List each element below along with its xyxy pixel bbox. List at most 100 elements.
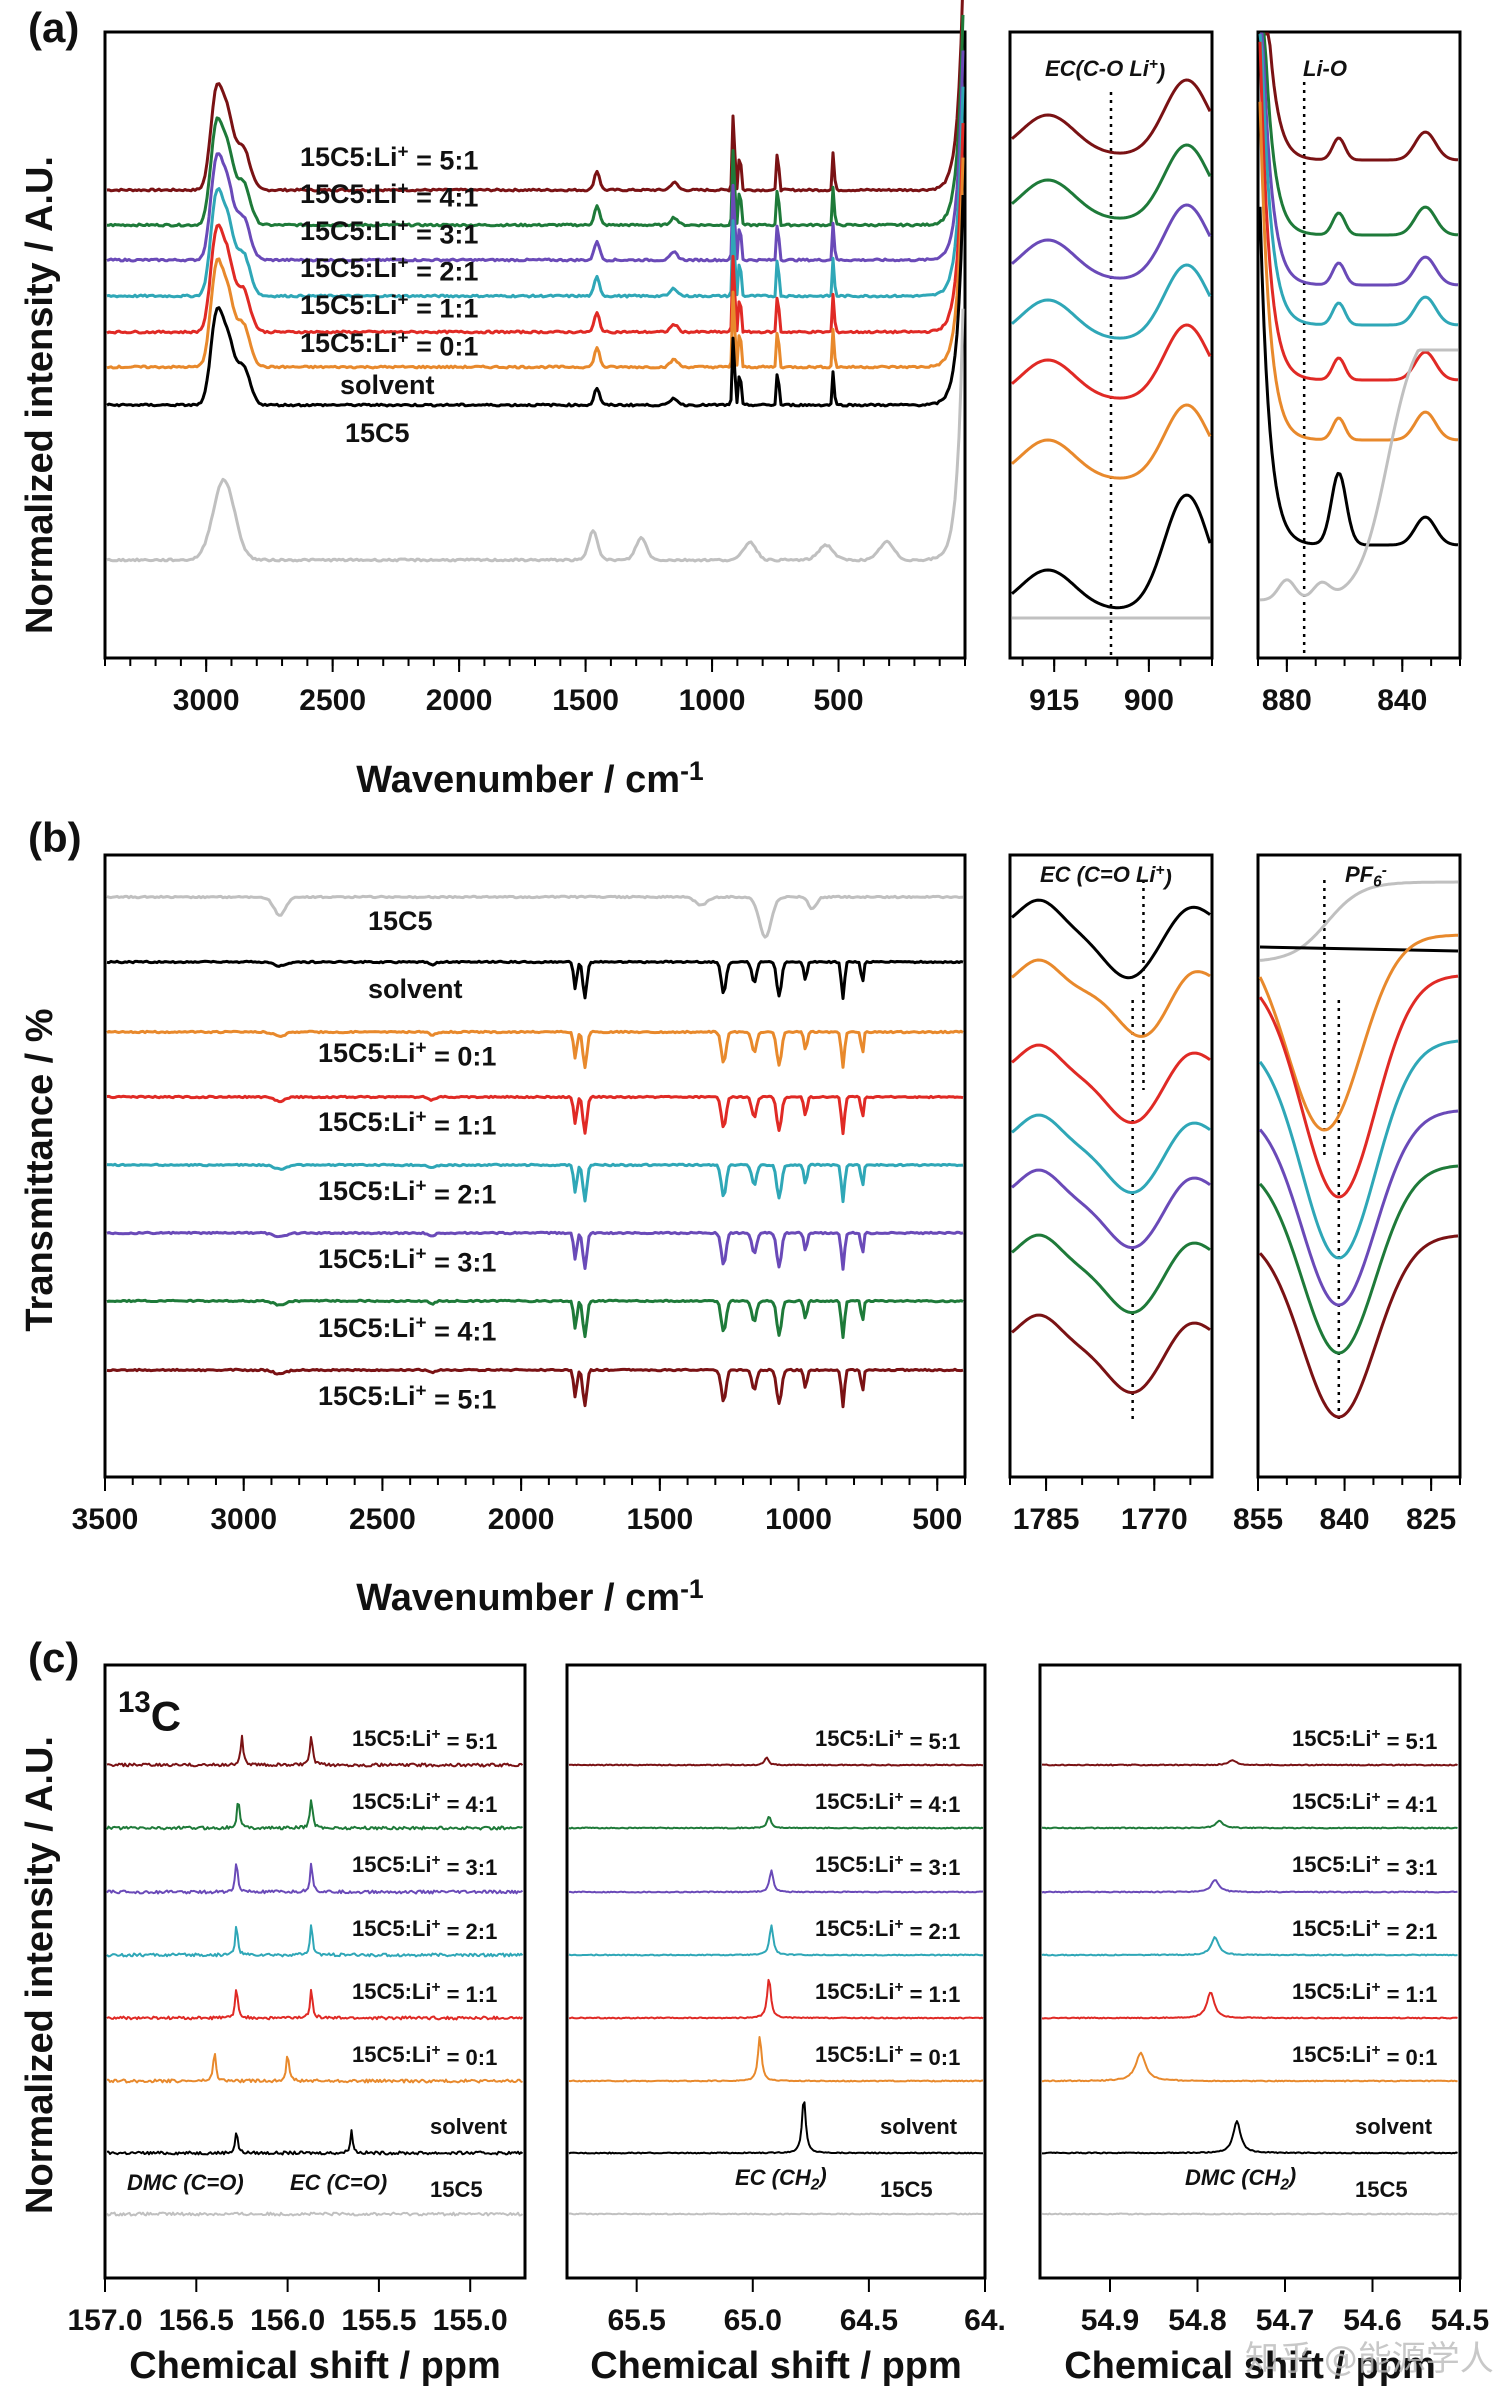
panel-b-zoom2-annotation-part-0: PF bbox=[1345, 862, 1374, 887]
panel-a-label-5-1-part-2: = 5:1 bbox=[409, 146, 479, 176]
panel-c-label-0-3-1-part-0: 15C5:Li bbox=[352, 1852, 431, 1877]
frames bbox=[103, 30, 1462, 2292]
panel-c-label-2-5-1: 15C5:Li+ = 5:1 bbox=[1292, 1726, 1437, 1754]
panel-c-label-0-1-1-part-1: + bbox=[431, 1979, 440, 1996]
panel-c-label-0-2-1-part-1: + bbox=[431, 1916, 440, 1933]
panel-b-zoom1-annotation-part-1: + bbox=[1156, 862, 1165, 879]
panel-b-zoom1-annotation-part-0: EC (C=O Li bbox=[1040, 862, 1156, 887]
panel-c-label: (c) bbox=[28, 1634, 79, 1681]
panel-a-line-3-1 bbox=[106, 50, 965, 263]
panel-c-label-0-3-1: 15C5:Li+ = 3:1 bbox=[352, 1852, 497, 1880]
panel-c-line-1-5-1 bbox=[568, 1756, 984, 1767]
panel-b-main-ticklabel-2: 2500 bbox=[349, 1503, 416, 1536]
panel-b-zoom1-line-0-1 bbox=[1011, 958, 1211, 1038]
panel-c-line-0-5-1 bbox=[106, 1734, 524, 1768]
panel-c-label-0-2-1: 15C5:Li+ = 2:1 bbox=[352, 1916, 497, 1944]
panel-c-0-ticklabel-3: 155.5 bbox=[341, 2304, 416, 2337]
panel-b-label-2-1: 15C5:Li+ = 2:1 bbox=[318, 1175, 496, 1209]
panel-c-label-2-4-1-part-0: 15C5:Li bbox=[1292, 1789, 1371, 1814]
panel-c-line-0-0-1 bbox=[107, 2053, 523, 2084]
panel-b-main-ticklabel-0: 3500 bbox=[72, 1503, 139, 1536]
panel-c-label-1-1-1: 15C5:Li+ = 1:1 bbox=[815, 1979, 960, 2007]
panel-c-line-2-0-1 bbox=[1041, 2051, 1458, 2083]
panel-c-line-2-4-1 bbox=[1041, 1819, 1458, 1830]
panel-c-label-0-0-1-part-0: 15C5:Li bbox=[352, 2042, 431, 2067]
panel-b-label-1-1: 15C5:Li+ = 1:1 bbox=[318, 1106, 496, 1140]
panel-a-zoom1-annotation: EC(C-O Li+) bbox=[1045, 56, 1165, 84]
panel-b-label-2-1-part-2: = 2:1 bbox=[427, 1180, 497, 1210]
panel-a-label-1-1-part-2: = 1:1 bbox=[409, 294, 479, 324]
panel-b-label-solvent: solvent bbox=[368, 974, 463, 1004]
panel-c-label-0-5-1-part-2: = 5:1 bbox=[440, 1729, 497, 1754]
panel-c-annot-1-part-2: ) bbox=[817, 2163, 826, 2188]
panel-c-label-0-0-1: 15C5:Li+ = 0:1 bbox=[352, 2042, 497, 2070]
panel-c-label-1-5-1: 15C5:Li+ = 5:1 bbox=[815, 1726, 960, 1754]
panel-b-label-0-1-part-1: + bbox=[416, 1037, 427, 1058]
panel-c-label-0-3-1-part-2: = 3:1 bbox=[440, 1855, 497, 1880]
panel-a-line-0-1 bbox=[106, 157, 965, 370]
panel-c-label-1-1-1-part-0: 15C5:Li bbox=[815, 1979, 894, 2004]
panel-a-label-2-1: 15C5:Li+ = 2:1 bbox=[300, 252, 478, 286]
panel-a-ylabel: Normalized intensity / A.U. bbox=[19, 156, 61, 634]
panel-b-line-5-1 bbox=[106, 1367, 964, 1409]
panel-c-label-2-5-1-part-0: 15C5:Li bbox=[1292, 1726, 1371, 1751]
panel-c-2-ticklabel-3: 54.6 bbox=[1343, 2304, 1401, 2337]
panel-a-label-1-1-part-0: 15C5:Li bbox=[300, 290, 398, 320]
panel-c-label-2-4-1-part-1: + bbox=[1371, 1789, 1380, 1806]
panel-c-label-1-4-1-part-1: + bbox=[894, 1789, 903, 1806]
panel-b-xlabel-part-0: Wavenumber / cm bbox=[356, 1577, 680, 1619]
panel-b-line-4-1 bbox=[106, 1298, 964, 1339]
text-layer: (a) Normalized intensity / A.U. Wavenumber… bbox=[19, 4, 1494, 2387]
panel-c-annot-2: DMC (CH2) bbox=[1185, 2163, 1296, 2194]
panel-a-zoom1-frame bbox=[1008, 30, 1214, 660]
panel-c-label-2-1-1: 15C5:Li+ = 1:1 bbox=[1292, 1979, 1437, 2007]
panel-c-label-0-5-1-part-0: 15C5:Li bbox=[352, 1726, 431, 1751]
panel-a-zoom2-line-3:1 bbox=[1260, 32, 1459, 287]
panel-c-label-1-4-1-part-2: = 4:1 bbox=[903, 1792, 960, 1817]
panel-b-zoom2-ticklabel-0: 855 bbox=[1233, 1503, 1283, 1536]
panel-a-zoom2-line-15C5 bbox=[1259, 348, 1458, 602]
panel-b-zoom2-line-15C5 bbox=[1259, 880, 1458, 962]
panel-a-zoom1-line-solvent bbox=[1011, 493, 1212, 610]
curves bbox=[106, 0, 1459, 2217]
panel-c-0-ticklabel-1: 156.5 bbox=[159, 2304, 234, 2337]
panel-c-label-2-4-1-part-2: = 4:1 bbox=[1380, 1792, 1437, 1817]
panel-b-label-3-1: 15C5:Li+ = 3:1 bbox=[318, 1243, 496, 1277]
panel-c-label-2-1-1-part-2: = 1:1 bbox=[1380, 1982, 1437, 2007]
panel-c-label-2-2-1: 15C5:Li+ = 2:1 bbox=[1292, 1916, 1437, 1944]
panel-c-label-1-0-1-part-2: = 0:1 bbox=[903, 2045, 960, 2070]
panel-b-label-3-1-part-1: + bbox=[416, 1243, 427, 1264]
panel-c-label-2-5-1-part-1: + bbox=[1371, 1726, 1380, 1743]
panel-b-label-0-1-part-2: = 0:1 bbox=[427, 1042, 497, 1072]
panel-b-zoom2-ticklabel-1: 840 bbox=[1320, 1503, 1370, 1536]
panel-a-zoom1-line-3-1 bbox=[1011, 203, 1212, 280]
panel-b-line-15C5 bbox=[106, 894, 964, 939]
panel-c-line-2-15C5 bbox=[1041, 2212, 1458, 2216]
panel-c-label-2-3-1-part-2: = 3:1 bbox=[1380, 1855, 1437, 1880]
panel-a-xlabel: Wavenumber / cm-1 bbox=[356, 756, 704, 801]
panel-b-label-4-1-part-2: = 4:1 bbox=[427, 1317, 497, 1347]
panel-a-zoom1-line-0-1 bbox=[1011, 403, 1212, 480]
panel-b-line-0-1 bbox=[106, 1029, 964, 1070]
panel-b-zoom2-line-solvent bbox=[1259, 945, 1459, 953]
panel-b-zoom1-ticklabel-0: 1785 bbox=[1013, 1503, 1080, 1536]
panel-a-zoom1-ticklabel-0: 915 bbox=[1029, 684, 1079, 717]
panel-c-label-0-4-1-part-1: + bbox=[431, 1789, 440, 1806]
panel-c-nucleus: 13C bbox=[118, 1686, 181, 1740]
panel-c-ylabel: Normalized intensity / A.U. bbox=[19, 1736, 61, 2214]
panel-a-label-1-1-part-1: + bbox=[398, 289, 409, 310]
panel-b-label-2-1-part-0: 15C5:Li bbox=[318, 1176, 416, 1206]
panel-c-1-ticklabel-0: 65.5 bbox=[607, 2304, 665, 2337]
panel-b-zoom2-annotation: PF6- bbox=[1345, 862, 1387, 891]
panel-c-label-1-2-1-part-2: = 2:1 bbox=[903, 1919, 960, 1944]
panel-c-annot-dmc-co: DMC (C=O) bbox=[127, 2170, 244, 2195]
panel-a-zoom2-line-4:1 bbox=[1260, 32, 1459, 237]
panel-c-label-0-3-1-part-1: + bbox=[431, 1852, 440, 1869]
panel-c-label-0-2-1-part-0: 15C5:Li bbox=[352, 1916, 431, 1941]
panel-a-label-4-1-part-1: + bbox=[398, 178, 409, 199]
panel-c-label-0-1-1: 15C5:Li+ = 1:1 bbox=[352, 1979, 497, 2007]
panel-b-main-ticklabel-6: 500 bbox=[912, 1503, 962, 1536]
panel-c-annot-2-part-2: ) bbox=[1287, 2163, 1296, 2188]
panel-c-label-0-15C5: 15C5 bbox=[430, 2177, 483, 2202]
panel-c-label-2-solvent: solvent bbox=[1355, 2114, 1433, 2139]
